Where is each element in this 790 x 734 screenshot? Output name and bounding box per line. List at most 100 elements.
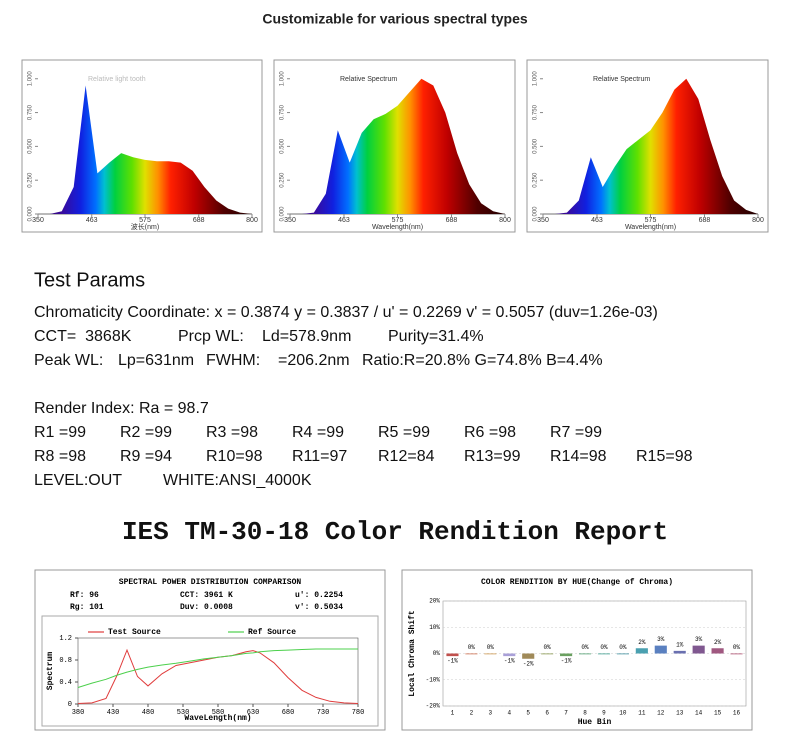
param-text: R12=84 — [378, 448, 435, 465]
x-tick-label: 463 — [86, 217, 98, 224]
param-text: R6 =98 — [464, 424, 516, 441]
bar — [522, 653, 535, 659]
y-tick-label: -10% — [426, 676, 441, 683]
x-axis-label: WaveLength(nm) — [184, 714, 251, 723]
value-label: 0% — [544, 644, 552, 651]
value-label: 0% — [600, 644, 608, 651]
y-axis-label: Local Chroma Shift — [408, 610, 417, 697]
value-label: 0% — [468, 644, 476, 651]
panel-frame — [34, 569, 386, 731]
bar — [635, 648, 648, 654]
param-text: R3 =98 — [206, 424, 258, 441]
x-tick-label: 6 — [545, 710, 549, 717]
bar — [503, 653, 516, 657]
value-label: 0% — [619, 644, 627, 651]
param-text: Ratio:R=20.8% G=74.8% B=4.4% — [362, 352, 603, 369]
x-tick-label: 2 — [470, 710, 474, 717]
y-tick-label: 0.750 — [533, 104, 539, 120]
legend-label: Test Source — [108, 628, 161, 637]
x-tick-label: 11 — [638, 710, 646, 717]
param-text: Prcp WL: — [178, 328, 244, 345]
y-tick-label: 20% — [429, 598, 440, 605]
info-text: Rf: 96 — [70, 591, 99, 600]
x-tick-label: 5 — [526, 710, 530, 717]
param-text: Render Index: Ra = 98.7 — [34, 400, 209, 417]
y-tick-label: 0.250 — [28, 172, 34, 188]
info-text: Duv: 0.0008 — [180, 603, 233, 612]
panel-label: Relative Spectrum — [340, 76, 397, 83]
x-tick-label: 580 — [212, 709, 225, 717]
x-tick-label: 780 — [352, 709, 365, 717]
y-tick-label: 0.000 — [533, 206, 539, 222]
x-tick-label: 630 — [247, 709, 260, 717]
y-tick-label: -20% — [426, 703, 441, 710]
param-text: LEVEL:OUT — [34, 472, 122, 489]
bar — [616, 653, 629, 655]
x-tick-label: 688 — [446, 217, 458, 224]
x-tick-label: 800 — [246, 217, 258, 224]
x-tick-label: 9 — [602, 710, 606, 717]
y-tick-label: 0.250 — [280, 172, 286, 188]
param-text: Ld=578.9nm — [262, 328, 351, 345]
x-tick-label: 10 — [619, 710, 627, 717]
x-tick-label: 12 — [657, 710, 665, 717]
legend-label: Ref Source — [248, 628, 296, 637]
bar — [673, 650, 686, 654]
y-tick-label: 0.500 — [280, 138, 286, 154]
x-tick-label: 688 — [699, 217, 711, 224]
bar — [578, 653, 592, 655]
page-title: Customizable for various spectral types — [262, 11, 528, 27]
param-text: R1 =99 — [34, 424, 86, 441]
x-tick-label: 575 — [392, 217, 404, 224]
x-tick-label: 8 — [583, 710, 587, 717]
y-axis-label: Spectrum — [46, 652, 55, 691]
param-text: R10=98 — [206, 448, 263, 465]
bar — [541, 653, 554, 655]
bar — [560, 653, 573, 657]
x-tick-label: 688 — [193, 217, 205, 224]
section-heading: Test Params — [34, 269, 145, 291]
bar — [465, 653, 478, 655]
x-tick-label: 575 — [139, 217, 151, 224]
y-tick-label: 0.000 — [28, 206, 34, 222]
x-axis-label: Hue Bin — [578, 718, 612, 727]
bar — [484, 653, 497, 655]
x-tick-label: 800 — [752, 217, 764, 224]
x-tick-label: 350 — [537, 217, 549, 224]
param-text: Peak WL: — [34, 352, 103, 369]
param-text: R8 =98 — [34, 448, 86, 465]
x-tick-label: 14 — [695, 710, 703, 717]
chart-title: SPECTRAL POWER DISTRIBUTION COMPARISON — [119, 578, 302, 587]
info-text: Rg: 101 — [70, 603, 104, 612]
x-tick-label: 680 — [282, 709, 295, 717]
bar — [597, 653, 611, 655]
x-tick-label: 16 — [733, 710, 741, 717]
x-tick-label: 730 — [317, 709, 330, 717]
y-tick-label: 1.000 — [280, 71, 286, 87]
value-label: 2% — [714, 639, 722, 646]
y-tick-label: 0.8 — [59, 657, 72, 665]
y-tick-label: 10% — [429, 624, 440, 631]
y-tick-label: 0.000 — [280, 206, 286, 222]
x-tick-label: 575 — [645, 217, 657, 224]
info-text: u': 0.2254 — [295, 591, 343, 600]
info-text: v': 0.5034 — [295, 603, 343, 612]
bar — [730, 653, 743, 655]
x-tick-label: 530 — [177, 709, 190, 717]
x-tick-label: 380 — [72, 709, 85, 717]
y-tick-label: 0.750 — [28, 104, 34, 120]
y-tick-label: 0.500 — [28, 138, 34, 154]
param-text: R14=98 — [550, 448, 607, 465]
value-label: -1% — [504, 658, 515, 665]
param-text: R13=99 — [464, 448, 521, 465]
y-tick-label: 0% — [433, 650, 441, 657]
param-text: R2 =99 — [120, 424, 172, 441]
x-tick-label: 15 — [714, 710, 722, 717]
value-label: 0% — [581, 644, 589, 651]
x-tick-label: 463 — [338, 217, 350, 224]
x-tick-label: 1 — [451, 710, 455, 717]
spectrum-area — [290, 78, 505, 214]
value-label: 1% — [676, 641, 684, 648]
param-text: WHITE:ANSI_4000K — [163, 472, 312, 489]
